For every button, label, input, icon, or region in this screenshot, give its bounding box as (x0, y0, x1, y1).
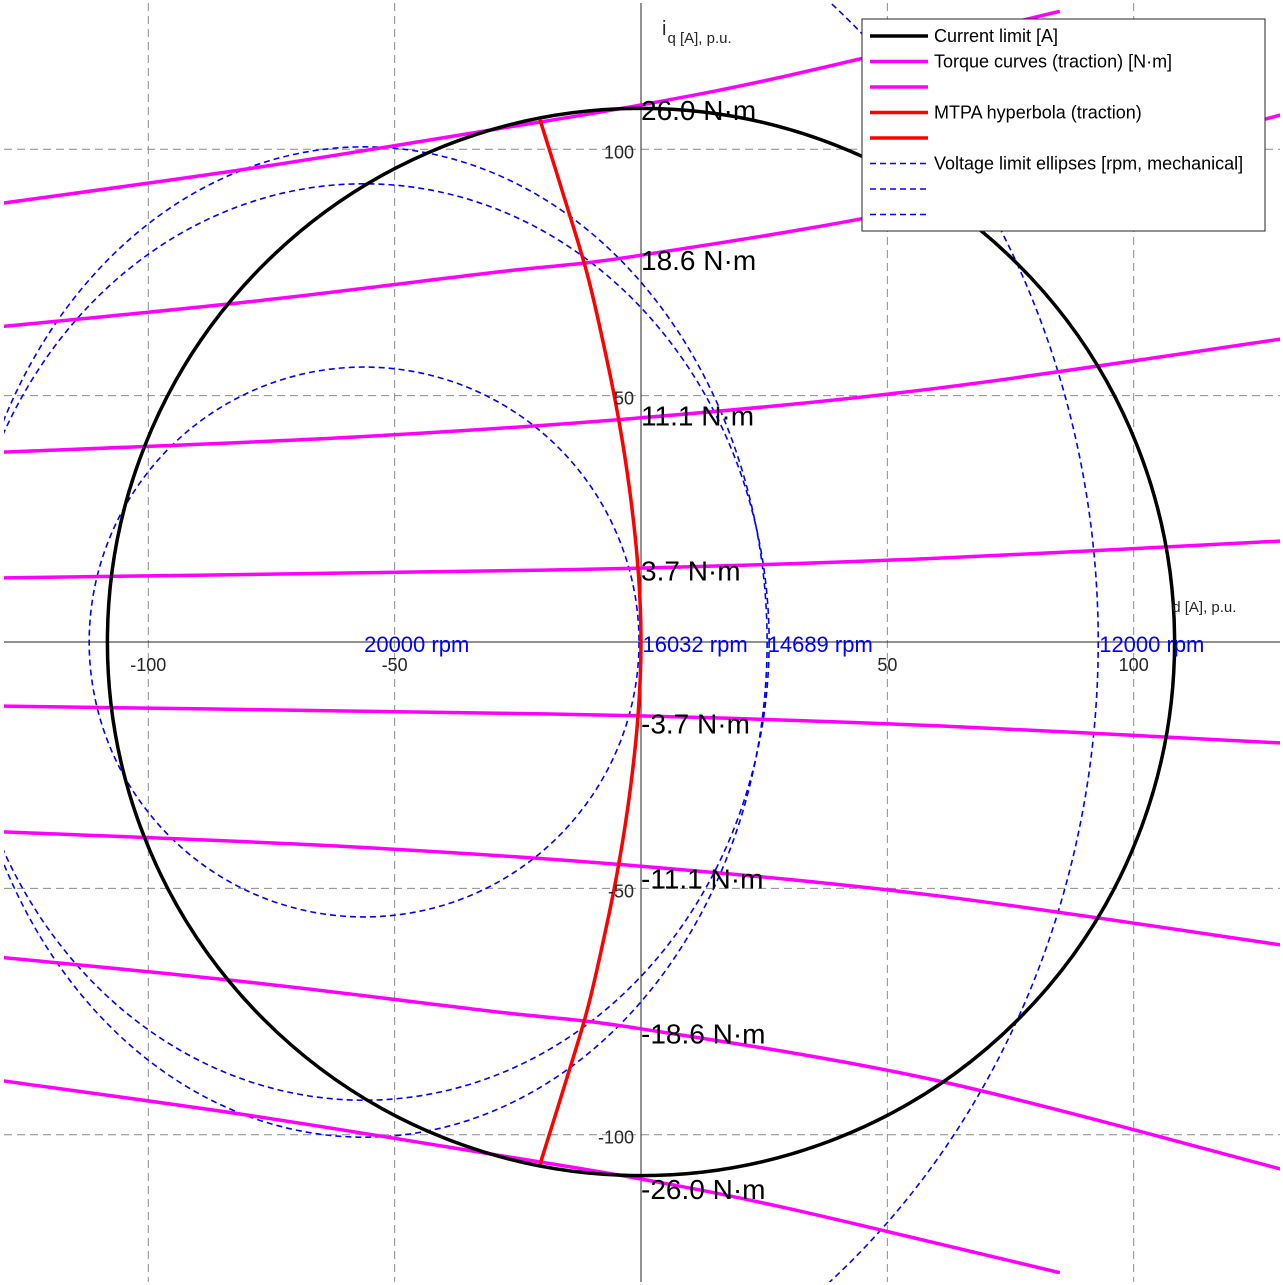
rpm-label-0: 20000 rpm (364, 632, 469, 657)
x-tick-label-3: 100 (1119, 655, 1149, 675)
torque-label-5: -11.1 N·m (641, 863, 763, 894)
torque-label-3: 3.7 N·m (641, 556, 741, 587)
y-tick-label-3: -100 (598, 1128, 634, 1148)
mtpa-hyperbola (538, 119, 643, 1165)
torque-curve-7 (4, 1079, 1061, 1275)
y-axis-label: iq [A], p.u. (662, 18, 732, 47)
voltage-limit-ellipses (4, 3, 1099, 1282)
torque-curve-6 (4, 955, 1280, 1171)
data-labels: 26.0 N·m 18.6 N·m 11.1 N·m 3.7 N·m -3.7 N·m -… (364, 95, 1204, 1205)
legend-label-1: Torque curves (traction) [N·m] (934, 52, 1172, 72)
legend-label-0: Current limit [A] (934, 26, 1058, 46)
current-limit-circle (105, 106, 1177, 1178)
tick-labels: -100 -50 50 100 100 50 -50 -100 (130, 142, 1148, 1147)
mtpa-group (538, 119, 643, 1165)
voltage-ellipse-0 (88, 366, 640, 918)
legend: Current limit [A] Torque curves (traction… (861, 18, 1266, 232)
rpm-label-2: 14689 rpm (768, 632, 873, 657)
torque-curve-5 (4, 830, 1280, 947)
rpm-label-3: 12000 rpm (1099, 632, 1204, 657)
y-tick-label-0: 100 (604, 142, 634, 162)
current-limit-group (105, 106, 1177, 1178)
torque-curve-4 (4, 704, 1280, 745)
voltage-ellipse-1 (4, 183, 770, 1101)
x-axis-label: id [A], p.u. (1172, 599, 1236, 616)
legend-label-3: MTPA hyperbola (traction) (934, 103, 1142, 123)
torque-label-2: 11.1 N·m (641, 400, 754, 431)
torque-label-7: -26.0 N·m (641, 1174, 765, 1205)
legend-label-5: Voltage limit ellipses [rpm, mechanical] (934, 154, 1243, 174)
torque-label-4: -3.7 N·m (641, 708, 750, 739)
rpm-label-1: 16032 rpm (642, 632, 747, 657)
y-tick-label-1: 50 (614, 389, 634, 409)
torque-label-6: -18.6 N·m (641, 1019, 765, 1050)
x-tick-label-0: -100 (130, 655, 166, 675)
torque-curve-2 (4, 337, 1280, 454)
torque-label-1: 18.6 N·m (641, 245, 756, 276)
legend-box (861, 18, 1266, 232)
torque-curves (4, 9, 1280, 1275)
x-tick-label-2: 50 (877, 655, 897, 675)
x-tick-label-1: -50 (382, 655, 408, 675)
voltage-ellipse-3 (828, 3, 1099, 1282)
torque-label-0: 26.0 N·m (641, 95, 756, 126)
torque-curve-0 (4, 9, 1061, 205)
voltage-ellipse-2 (4, 146, 768, 1138)
y-tick-label-2: -50 (608, 881, 634, 901)
torque-curve-3 (4, 539, 1280, 580)
